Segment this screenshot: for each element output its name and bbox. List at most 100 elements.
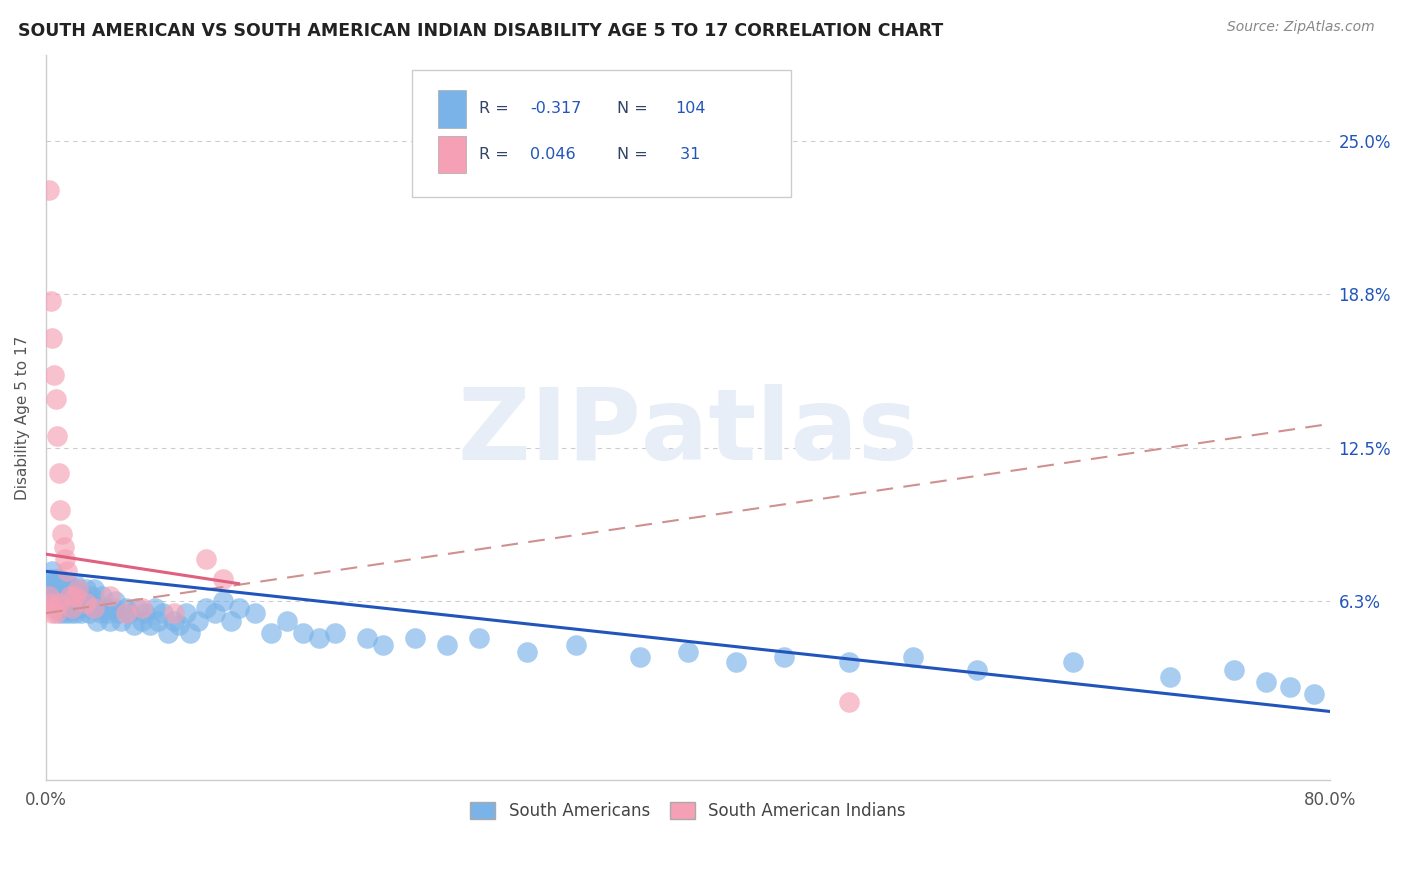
- South Americans: [51, 601, 73, 615]
- South Americans: [156, 625, 179, 640]
- South Americans: [75, 582, 97, 596]
- South American Indians: [42, 601, 65, 615]
- South Americans: [179, 625, 201, 640]
- South American Indians: [45, 392, 67, 407]
- South Americans: [103, 601, 125, 615]
- South Americans: [60, 601, 83, 615]
- South Americans: [468, 631, 491, 645]
- South Americans: [187, 614, 209, 628]
- South Americans: [291, 625, 314, 640]
- South Americans: [152, 606, 174, 620]
- South Americans: [276, 614, 298, 628]
- South American Indians: [39, 293, 62, 308]
- Text: Source: ZipAtlas.com: Source: ZipAtlas.com: [1227, 20, 1375, 34]
- South American Indians: [75, 596, 97, 610]
- South Americans: [219, 614, 242, 628]
- South Americans: [59, 606, 82, 620]
- South Americans: [110, 614, 132, 628]
- South American Indians: [56, 565, 79, 579]
- South Americans: [356, 631, 378, 645]
- South American Indians: [48, 466, 70, 480]
- South Americans: [134, 606, 156, 620]
- South Americans: [148, 614, 170, 628]
- South Americans: [115, 601, 138, 615]
- South American Indians: [46, 429, 69, 443]
- South Americans: [56, 601, 79, 615]
- FancyBboxPatch shape: [412, 70, 790, 196]
- Text: 31: 31: [675, 147, 700, 162]
- South Americans: [1303, 687, 1326, 701]
- South Americans: [122, 618, 145, 632]
- South American Indians: [38, 589, 60, 603]
- South Americans: [404, 631, 426, 645]
- South Americans: [1278, 680, 1301, 694]
- South Americans: [87, 601, 110, 615]
- South American Indians: [115, 606, 138, 620]
- Text: R =: R =: [478, 102, 513, 116]
- South Americans: [42, 594, 65, 608]
- South Americans: [1159, 670, 1181, 684]
- South Americans: [41, 565, 63, 579]
- South Americans: [966, 663, 988, 677]
- FancyBboxPatch shape: [437, 90, 465, 128]
- South Americans: [42, 576, 65, 591]
- South Americans: [96, 606, 118, 620]
- South Americans: [837, 655, 859, 669]
- Text: SOUTH AMERICAN VS SOUTH AMERICAN INDIAN DISABILITY AGE 5 TO 17 CORRELATION CHART: SOUTH AMERICAN VS SOUTH AMERICAN INDIAN …: [18, 22, 943, 40]
- South American Indians: [39, 596, 62, 610]
- South Americans: [260, 625, 283, 640]
- South Americans: [67, 582, 90, 596]
- South Americans: [86, 614, 108, 628]
- South Americans: [94, 601, 117, 615]
- South American Indians: [51, 527, 73, 541]
- South Americans: [70, 606, 93, 620]
- South Americans: [63, 606, 86, 620]
- South Americans: [564, 638, 586, 652]
- South Americans: [45, 582, 67, 596]
- Text: 104: 104: [675, 102, 706, 116]
- South Americans: [51, 582, 73, 596]
- South Americans: [45, 572, 67, 586]
- South Americans: [46, 576, 69, 591]
- South American Indians: [63, 589, 86, 603]
- South Americans: [1254, 675, 1277, 690]
- South Americans: [628, 650, 651, 665]
- South American Indians: [42, 368, 65, 382]
- Y-axis label: Disability Age 5 to 17: Disability Age 5 to 17: [15, 335, 30, 500]
- South Americans: [52, 594, 75, 608]
- South Americans: [773, 650, 796, 665]
- South Americans: [98, 614, 121, 628]
- South American Indians: [195, 552, 218, 566]
- South Americans: [48, 594, 70, 608]
- South Americans: [84, 594, 107, 608]
- South Americans: [436, 638, 458, 652]
- South American Indians: [59, 589, 82, 603]
- FancyBboxPatch shape: [437, 136, 465, 173]
- South Americans: [107, 606, 129, 620]
- South American Indians: [837, 695, 859, 709]
- South Americans: [167, 618, 190, 632]
- South Americans: [516, 645, 538, 659]
- Text: ZIP​atlas: ZIP​atlas: [458, 384, 918, 481]
- South Americans: [204, 606, 226, 620]
- Text: N =: N =: [617, 147, 654, 162]
- South Americans: [676, 645, 699, 659]
- South American Indians: [98, 589, 121, 603]
- South American Indians: [131, 601, 153, 615]
- South Americans: [143, 601, 166, 615]
- South American Indians: [38, 183, 60, 197]
- South Americans: [67, 601, 90, 615]
- South Americans: [211, 594, 233, 608]
- South Americans: [308, 631, 330, 645]
- South Americans: [131, 614, 153, 628]
- South Americans: [163, 614, 186, 628]
- South Americans: [83, 582, 105, 596]
- South Americans: [52, 576, 75, 591]
- South Americans: [72, 589, 94, 603]
- South Americans: [76, 594, 98, 608]
- South American Indians: [53, 552, 76, 566]
- South Americans: [228, 601, 250, 615]
- South American Indians: [163, 606, 186, 620]
- South Americans: [118, 606, 141, 620]
- South Americans: [59, 589, 82, 603]
